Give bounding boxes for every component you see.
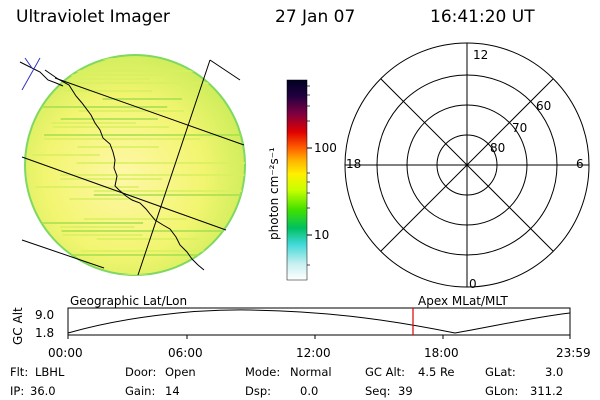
track-x-tick-0000: 00:00	[48, 346, 83, 360]
header-date: 27 Jan 07	[275, 7, 356, 27]
info-door-label: Door:	[125, 365, 156, 379]
info-mode-value: Normal	[290, 365, 332, 379]
info-seq-label: Seq:	[365, 384, 391, 398]
track-label-apex: Apex MLat/MLT	[418, 294, 508, 308]
track-x-tick-0600: 06:00	[168, 346, 203, 360]
header-time: 16:41:20 UT	[430, 7, 535, 27]
info-gain-label: Gain:	[125, 384, 155, 398]
color-bar: 100 10 photon cm⁻²s⁻¹	[267, 79, 337, 281]
info-flt-label: Flt:	[10, 365, 28, 379]
track-axis-title: GC Alt	[11, 307, 25, 345]
polar-label-18: 18	[346, 157, 361, 171]
altitude-track: Geographic Lat/Lon Apex MLat/MLT GC Alt …	[11, 294, 591, 360]
colorbar-tick-100: 100	[314, 141, 337, 155]
info-gain-value: 14	[165, 384, 180, 398]
info-flt-value: LBHL	[35, 365, 65, 379]
info-dsp-value: 0.0	[300, 384, 318, 398]
polar-label-0: 0	[469, 277, 477, 291]
track-x-tick-1200: 12:00	[296, 346, 331, 360]
info-mode-label: Mode:	[245, 365, 280, 379]
track-y-max: 9.0	[35, 308, 54, 322]
polar-label-12: 12	[473, 48, 488, 62]
colorbar-tick-10: 10	[314, 228, 329, 242]
info-glat-value: 3.0	[545, 365, 563, 379]
polar-lat-60: 60	[536, 99, 551, 113]
track-x-tick-1800: 18:00	[424, 346, 459, 360]
terminator-line	[21, 57, 41, 91]
track-label-geographic: Geographic Lat/Lon	[70, 294, 187, 308]
colorbar-unit-label: photon cm⁻²s⁻¹	[267, 147, 281, 240]
track-x-tick-2359: 23:59	[556, 346, 591, 360]
image-scan-stripes	[25, 58, 245, 275]
info-ip-label: IP:	[10, 384, 24, 398]
polar-lat-80: 80	[490, 141, 505, 155]
info-glon-value: 311.2	[530, 384, 563, 398]
info-ip-value: 36.0	[30, 384, 56, 398]
polar-label-6: 6	[576, 157, 584, 171]
info-glat-label: GLat:	[485, 365, 516, 379]
info-dsp-label: Dsp:	[245, 384, 271, 398]
header-title: Ultraviolet Imager	[16, 7, 170, 27]
uvi-image-disk	[24, 54, 246, 276]
info-door-value: Open	[165, 365, 196, 379]
geographic-grid	[19, 57, 245, 276]
info-glon-label: GLon:	[485, 384, 518, 398]
info-gcalt-value: 4.5 Re	[418, 365, 455, 379]
track-y-min: 1.8	[35, 326, 54, 340]
instrument-info: Flt: LBHL Door: Open Mode: Normal GC Alt…	[10, 365, 563, 398]
polar-lat-70: 70	[512, 121, 527, 135]
polar-plot	[344, 42, 590, 288]
info-seq-value: 39	[398, 384, 413, 398]
info-gcalt-label: GC Alt:	[365, 365, 405, 379]
